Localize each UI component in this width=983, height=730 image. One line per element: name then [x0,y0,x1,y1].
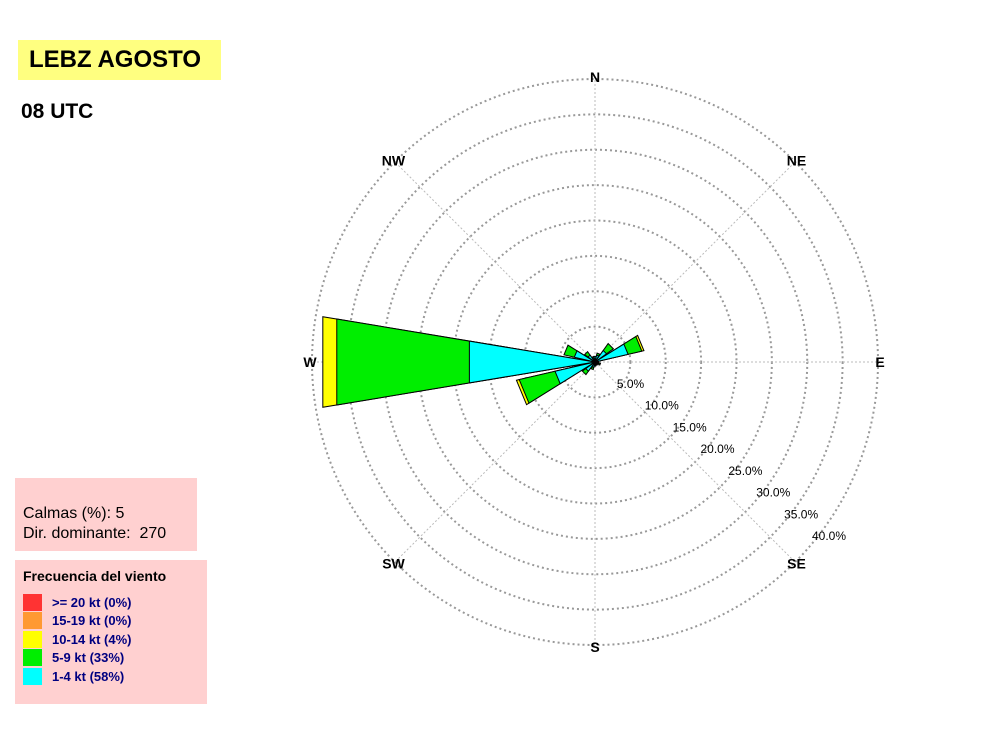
legend-swatch [23,649,42,667]
legend-title: Frecuencia del viento [23,568,167,584]
legend-item: 5-9 kt (33%) [23,649,207,668]
radial-tick-label: 20.0% [701,442,735,456]
wind-bar [336,318,596,406]
legend-label: 10-14 kt (4%) [52,631,132,647]
legend-swatch [23,630,42,648]
legend-swatch [23,667,42,685]
grid-ring [311,78,879,646]
radial-tick-label: 10.0% [645,399,679,413]
legend-item: >= 20 kt (0%) [23,593,207,612]
dominant-direction-stat: Dir. dominante: 270 [23,525,167,542]
legend-item: 15-19 kt (0%) [23,612,207,631]
radial-tick-label: 25.0% [728,464,762,478]
legend-item: 10-14 kt (4%) [23,630,207,649]
compass-label: NE [787,152,806,168]
wind-bar [592,357,596,363]
legend-label: >= 20 kt (0%) [52,594,132,610]
compass-label: E [875,354,884,370]
legend-label: 1-4 kt (58%) [52,668,125,684]
legend-label: 15-19 kt (0%) [52,613,132,629]
legend-label: 5-9 kt (33%) [52,650,125,666]
wind-bar [594,343,629,363]
grid-ring [346,113,844,611]
calms-stat: Calmas (%): 5 [23,505,125,522]
wind-bar [554,361,596,385]
wind-bar [468,340,596,384]
grid-spoke [394,161,596,363]
compass-label: SE [787,556,806,572]
compass-label: SW [382,556,405,572]
legend-swatch [23,593,42,611]
compass-label: S [590,639,599,655]
grid-ring [487,254,703,470]
radial-tick-label: 35.0% [784,507,818,521]
grid-spoke [594,361,796,563]
radial-tick-label: 30.0% [756,486,790,500]
stats-panel: Calmas (%): 5 Dir. dominante: 270 [15,478,197,551]
compass-label: NW [382,152,406,168]
wind-bar [573,350,596,363]
grid-spoke [594,161,796,363]
legend-swatch [23,612,42,630]
chart-subtitle: 08 UTC [21,100,94,123]
grid-spoke [394,361,596,563]
radial-tick-label: 5.0% [617,377,645,391]
compass-label: N [590,69,600,85]
legend-item: 1-4 kt (58%) [23,667,207,686]
radial-tick-label: 40.0% [812,529,846,543]
legend: Frecuencia del viento >= 20 kt (0%) 15-1… [15,560,207,704]
radial-tick-label: 15.0% [673,420,707,434]
compass-label: W [303,354,317,370]
chart-title: LEBZ AGOSTO [18,40,221,80]
